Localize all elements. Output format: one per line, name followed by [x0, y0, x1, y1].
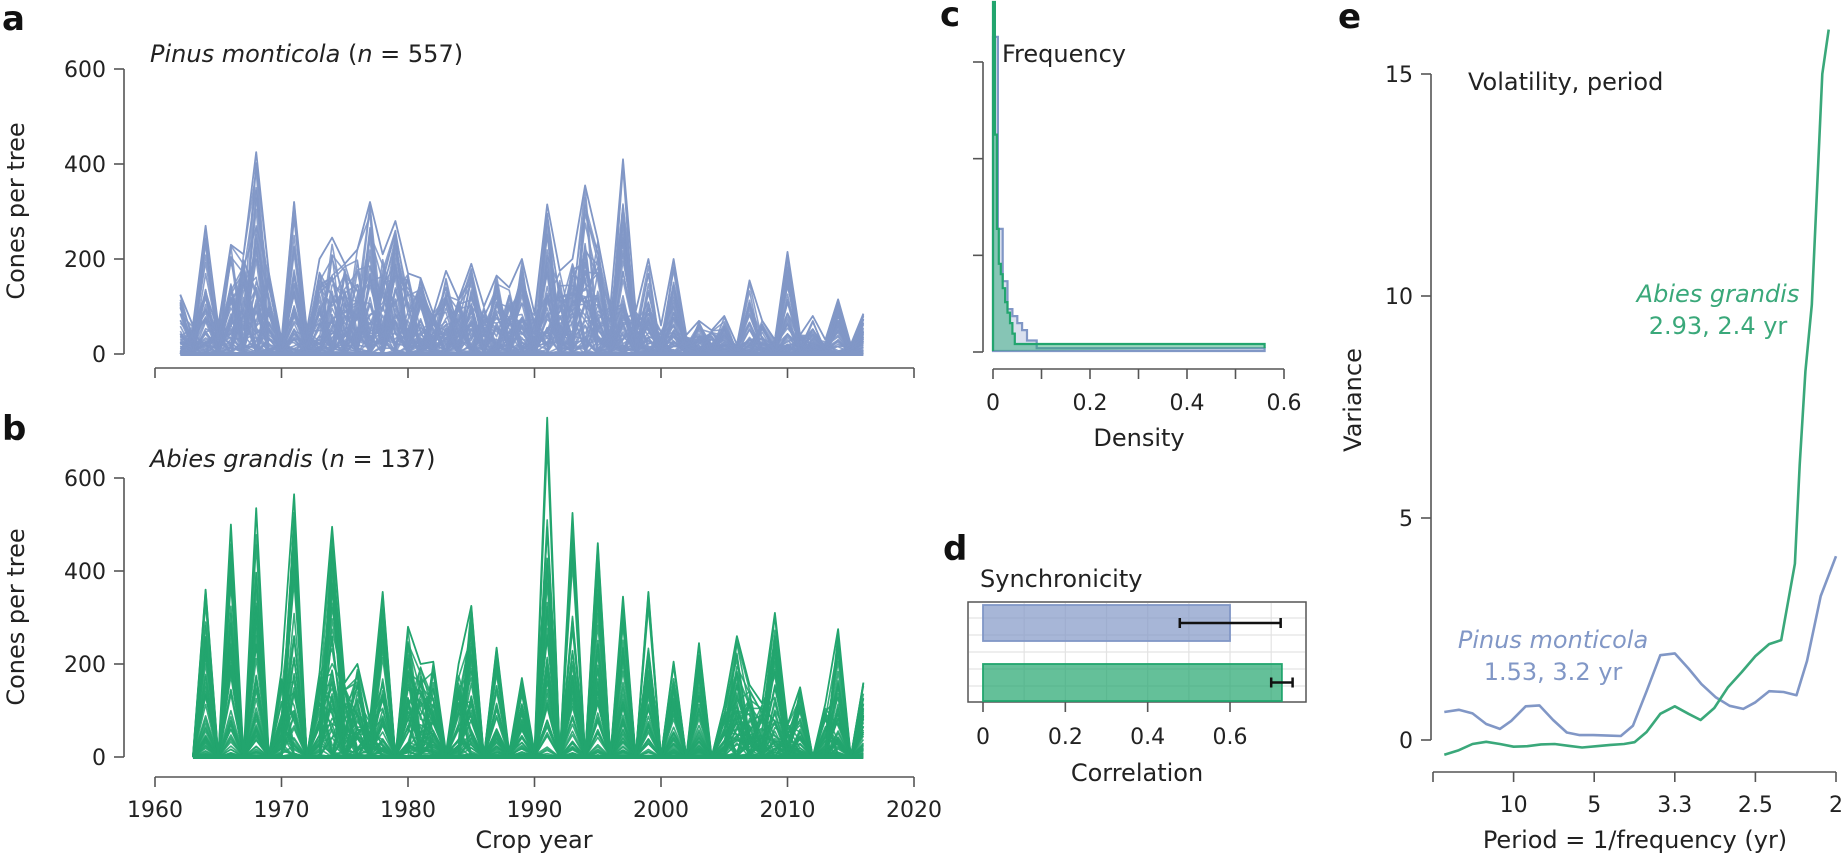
species-name: Abies grandis — [148, 445, 313, 473]
annotation-pinus-name: Pinus monticola — [1458, 626, 1648, 654]
n-symbol: n — [357, 40, 372, 68]
x-tick-label: 3.3 — [1657, 793, 1692, 818]
x-tick-label: 0.6 — [1213, 725, 1248, 750]
title-close-paren: ) — [454, 40, 463, 68]
panel-d-plot: 0 0.2 0.4 0.6 — [967, 601, 1307, 750]
n-value: 557 — [408, 40, 454, 68]
x-tick-label: 2000 — [633, 798, 689, 823]
title-open-paren: ( — [313, 445, 330, 473]
x-tick-label: 10 — [1500, 793, 1528, 818]
y-tick-label: 0 — [1399, 729, 1413, 754]
panel-c-xlabel: Density — [1093, 424, 1184, 452]
x-tick-label: 0.6 — [1267, 391, 1302, 416]
tree-series-line — [179, 252, 864, 355]
x-tick-label: 0 — [976, 725, 990, 750]
annotation-abies-values: 2.93, 2.4 yr — [1649, 312, 1788, 340]
y-tick-label: 5 — [1399, 507, 1413, 532]
tree-series-line — [179, 247, 864, 355]
panel-a-ylabel: Cones per tree — [2, 122, 30, 299]
y-tick-label: 400 — [64, 560, 106, 585]
y-tick-label: 0 — [92, 343, 106, 368]
panel-a-axes: 0 200 400 600 — [64, 58, 915, 378]
x-tick-label: 0 — [986, 391, 1000, 416]
panel-a-lines — [179, 151, 865, 356]
title-open-paren: ( — [340, 40, 357, 68]
x-tick-label: 0.2 — [1073, 391, 1108, 416]
y-tick-label: 400 — [64, 153, 106, 178]
y-tick-label: 15 — [1385, 63, 1413, 88]
species-name: Pinus monticola — [150, 40, 340, 68]
panel-b-title: Abies grandis (n = 137) — [148, 445, 435, 473]
tree-series-line — [179, 274, 864, 355]
y-tick-label: 600 — [64, 467, 106, 492]
panel-b-xlabel: Crop year — [475, 826, 592, 854]
panel-d-synchronicity-bars: Synchronicity 0 0.2 0.4 0.6 Correlation — [967, 565, 1307, 787]
x-tick-label: 2020 — [886, 798, 942, 823]
panel-letter-b: b — [2, 409, 26, 449]
x-tick-label: 5 — [1587, 793, 1601, 818]
x-tick-label: 0.2 — [1048, 725, 1083, 750]
panel-d-xlabel: Correlation — [1071, 759, 1203, 787]
histogram-abies — [991, 0, 1266, 351]
panel-b-ylabel: Cones per tree — [2, 528, 30, 705]
panel-e-plot: 0 5 10 15 10 5 3.3 2.5 2 — [1385, 29, 1841, 818]
panel-letter-c: c — [940, 0, 960, 35]
y-tick-label: 200 — [64, 248, 106, 273]
y-tick-label: 200 — [64, 653, 106, 678]
y-tick-label: 0 — [92, 746, 106, 771]
panel-e-title: Volatility, period — [1468, 68, 1663, 96]
annotation-pinus-values: 1.53, 3.2 yr — [1484, 658, 1623, 686]
x-tick-label: 2 — [1829, 793, 1841, 818]
panel-c-frequency-histogram: Frequency 0 0.2 0.4 0.6 Density — [973, 0, 1302, 452]
title-close-paren: ) — [426, 445, 435, 473]
tree-series-line — [179, 283, 865, 355]
x-tick-label: 2.5 — [1738, 793, 1773, 818]
panel-b-axes: 0 200 400 600 1960 1970 1980 1990 2000 2010 2020 — [64, 467, 942, 823]
n-value: 137 — [380, 445, 426, 473]
x-tick-label: 1980 — [380, 798, 436, 823]
x-tick-label: 1970 — [254, 798, 310, 823]
y-tick-label: 600 — [64, 58, 106, 83]
x-tick-label: 2010 — [760, 798, 816, 823]
tree-series-line — [192, 607, 865, 758]
max-series-line — [192, 416, 865, 758]
panel-b-lines — [192, 416, 865, 759]
x-tick-label: 0.4 — [1170, 391, 1205, 416]
spectrum-line-abies — [1443, 29, 1830, 756]
panel-a-pinus-time-series: Pinus monticola (n = 557) 0 200 400 600 Con… — [2, 40, 915, 378]
annotation-abies-name: Abies grandis — [1635, 280, 1800, 308]
panel-e-xlabel: Period = 1/frequency (yr) — [1483, 826, 1787, 854]
max-series-line — [179, 151, 865, 346]
panel-e-volatility-spectrum: Volatility, period 0 5 10 15 10 5 3.3 2.5 2 Vari… — [1339, 29, 1841, 854]
equals: = — [373, 40, 408, 68]
n-symbol: n — [330, 445, 345, 473]
panel-e-ylabel: Variance — [1339, 348, 1367, 452]
x-tick-label: 1960 — [127, 798, 183, 823]
x-tick-label: 0.4 — [1130, 725, 1165, 750]
panel-letter-d: d — [943, 529, 967, 569]
panel-letter-e: e — [1338, 0, 1361, 37]
equals: = — [345, 445, 380, 473]
panel-letter-a: a — [2, 0, 25, 39]
histogram-pinus — [991, 35, 1266, 353]
panel-c-axes: 0 0.2 0.4 0.6 — [973, 61, 1302, 416]
x-tick-label: 1990 — [507, 798, 563, 823]
panel-c-title: Frequency — [1002, 40, 1126, 68]
panel-b-abies-time-series: Abies grandis (n = 137) 0 200 400 600 1960 19… — [2, 416, 942, 854]
y-tick-label: 10 — [1385, 285, 1413, 310]
spectrum-line-pinus — [1444, 555, 1838, 738]
tree-series-line — [179, 233, 865, 355]
bar-abies — [982, 663, 1283, 702]
panel-c-histograms — [991, 0, 1266, 353]
panel-d-title: Synchronicity — [980, 565, 1142, 593]
panel-a-title: Pinus monticola (n = 557) — [150, 40, 463, 68]
